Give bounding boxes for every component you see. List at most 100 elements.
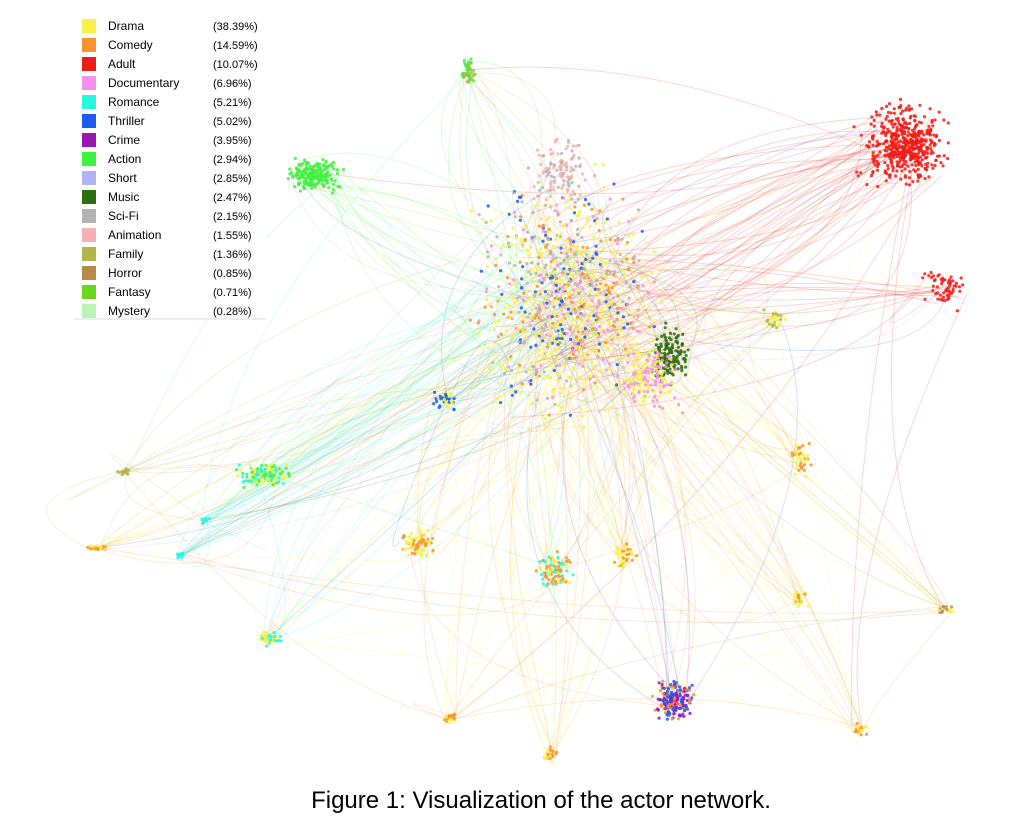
node [207, 517, 211, 521]
node [664, 339, 669, 343]
node [525, 230, 530, 234]
node [641, 284, 645, 288]
node [542, 278, 546, 282]
node [621, 197, 625, 201]
node [665, 361, 669, 365]
node [568, 385, 572, 389]
node [890, 164, 895, 168]
node [617, 556, 621, 560]
node [468, 61, 472, 65]
node [652, 404, 656, 408]
node [799, 461, 803, 465]
node [529, 379, 533, 383]
node [239, 468, 243, 472]
node [565, 563, 569, 567]
node [270, 472, 274, 476]
node [336, 184, 340, 189]
node [234, 468, 239, 472]
legend-swatch [82, 171, 96, 185]
node [890, 119, 894, 123]
node [670, 369, 675, 373]
node [556, 286, 560, 290]
node [547, 216, 551, 220]
node [573, 282, 577, 286]
node [615, 318, 619, 322]
node [543, 560, 548, 564]
edge [602, 201, 675, 351]
node [608, 259, 612, 263]
node [569, 312, 573, 316]
edge [604, 151, 929, 270]
node [547, 578, 551, 582]
node [579, 313, 584, 317]
node [566, 270, 570, 274]
node [586, 216, 590, 220]
node [591, 320, 595, 325]
edge [598, 261, 673, 709]
node [663, 391, 667, 395]
node [527, 253, 531, 257]
node [564, 559, 569, 564]
edge [304, 180, 570, 286]
edge [444, 294, 526, 400]
node [559, 160, 563, 165]
node [298, 189, 303, 193]
node [878, 113, 882, 117]
node [595, 333, 599, 337]
node [641, 378, 646, 382]
node [557, 233, 561, 237]
edge [526, 385, 678, 717]
node [894, 145, 898, 149]
node [678, 352, 682, 356]
node [554, 340, 558, 344]
node [535, 250, 540, 254]
node [507, 365, 511, 369]
node [499, 365, 503, 369]
node [511, 296, 515, 300]
legend-percent: (6.96%) [213, 78, 252, 90]
node [560, 286, 564, 290]
node [241, 475, 245, 479]
node [409, 543, 413, 548]
edge [581, 255, 624, 561]
edge [449, 319, 779, 718]
edge [311, 187, 774, 319]
node [532, 327, 536, 331]
node [632, 352, 636, 356]
node [859, 133, 863, 137]
node [927, 130, 932, 134]
edge [576, 307, 678, 681]
node [562, 258, 566, 262]
node [654, 380, 658, 384]
node [869, 174, 874, 178]
node [681, 712, 685, 716]
edge [537, 412, 802, 459]
node [920, 158, 925, 162]
node [911, 180, 915, 184]
node [624, 350, 629, 354]
node [92, 545, 96, 549]
node [890, 152, 894, 156]
node [500, 292, 504, 296]
node [534, 376, 539, 380]
node [529, 345, 533, 349]
node [269, 478, 273, 482]
node [653, 389, 657, 393]
node [958, 289, 962, 293]
node [876, 168, 880, 172]
edge [46, 470, 127, 551]
edge [558, 273, 626, 565]
node [590, 207, 594, 211]
node [516, 199, 520, 203]
node [241, 471, 245, 476]
node [606, 304, 610, 308]
legend-label: Adult [108, 57, 136, 71]
node [277, 467, 281, 471]
node [668, 695, 673, 699]
edge [549, 350, 800, 608]
node [576, 227, 580, 231]
node [250, 483, 254, 487]
node [771, 320, 775, 324]
node [909, 151, 913, 155]
node [660, 334, 664, 338]
